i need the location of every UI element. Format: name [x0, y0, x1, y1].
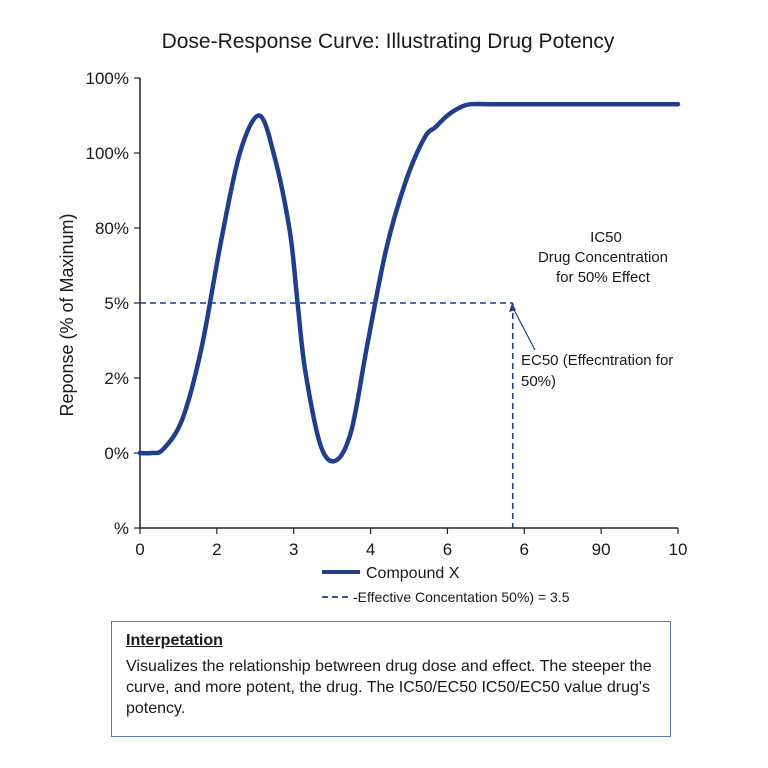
y-axis-label: Reponse (% of Maxinum): [57, 213, 77, 416]
x-tick-label: 90: [592, 540, 611, 559]
interpretation-box: Interpetation Visualizes the relationshi…: [111, 621, 671, 737]
series-layer: [137, 101, 681, 464]
ec50-arrow: [511, 305, 536, 351]
series-line-compound-x: [137, 101, 681, 464]
x-tick-label: 3: [289, 540, 298, 559]
x-tick-label: 0: [135, 540, 144, 559]
ec50-label-line-2: 50%): [521, 373, 556, 390]
legend: Compound X -Effective Concentation 50%) …: [322, 565, 570, 605]
ec50-label-line-1: EC50 (Effecntration for: [521, 352, 673, 369]
interpretation-title: Interpetation: [126, 632, 223, 649]
y-tick-label: 0%: [104, 444, 129, 463]
y-tick-label: 80%: [95, 219, 129, 238]
x-tick-label: 4: [366, 540, 375, 559]
ic50-label-line-3: for 50% Effect: [556, 269, 651, 286]
x-tick-label: 10: [669, 540, 688, 559]
interpretation-text: Visualizes the relationship betwreen dru…: [126, 658, 652, 717]
y-tick-label: 100%: [86, 144, 129, 163]
reference-lines: [140, 302, 514, 528]
ec50-arrowhead: [509, 303, 516, 312]
y-axis-ticks: % 0% 2% 5% 80% 100% 100%: [86, 69, 140, 538]
ic50-label-line-1: IC50: [590, 229, 622, 246]
y-tick-label: 100%: [86, 69, 129, 88]
x-tick-label: 2: [212, 540, 221, 559]
x-tick-label: 6: [443, 540, 452, 559]
y-tick-label: 5%: [104, 294, 129, 313]
ec50-annotation: EC50 (Effecntration for 50%): [509, 303, 673, 390]
y-tick-label: 2%: [104, 369, 129, 388]
ic50-annotation: IC50 Drug Concentration for 50% Effect: [538, 229, 668, 286]
x-axis-ticks: 0 2 3 4 6 6 90 10: [135, 528, 687, 559]
legend-label-compound: Compound X: [366, 565, 460, 582]
chart-title: Dose-Response Curve: Illustrating Drug P…: [162, 30, 615, 53]
x-tick-label: 6: [520, 540, 529, 559]
y-tick-label: %: [114, 519, 129, 538]
legend-label-reference: -Effective Concentation 50%) = 3.5: [353, 589, 570, 605]
ic50-label-line-2: Drug Concentration: [538, 249, 668, 266]
